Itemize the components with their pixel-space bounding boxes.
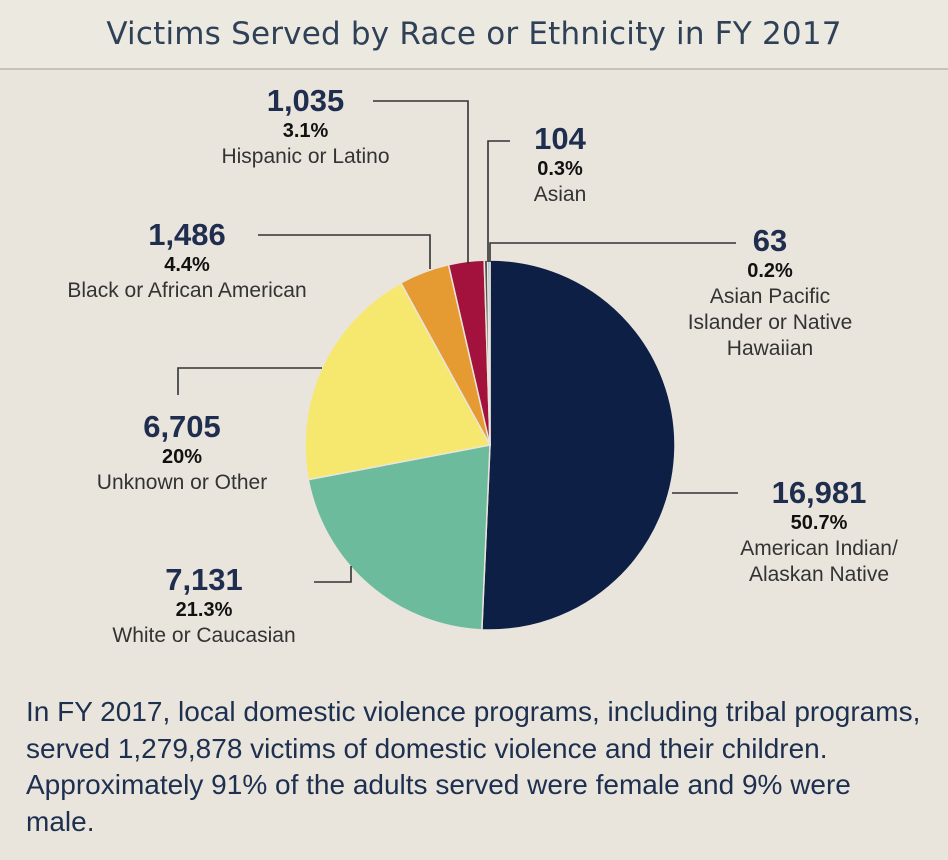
pie-slice [304, 281, 492, 481]
slice-count: 63 [752, 223, 788, 258]
pie-chart [177, 100, 738, 631]
slice-percent: 50.7% [790, 512, 848, 534]
slice-category: Asian [533, 183, 587, 206]
slice-label: 16,981 50.7% American Indian/Alaskan Nativ… [706, 476, 932, 588]
slice-count: 16,981 [771, 475, 867, 510]
slice-percent: 3.1% [282, 120, 329, 142]
slice-label: 1,486 4.4% Black or African American [22, 218, 352, 304]
slice-label: 63 0.2% Asian Pacific Islander or Native Haw… [662, 224, 878, 362]
slice-percent: 0.3% [537, 158, 583, 180]
slice-label: 1,035 3.1% Hispanic or Latino [188, 84, 423, 170]
slice-count: 1,486 [148, 217, 226, 252]
slice-label: 104 0.3% Asian [495, 122, 625, 208]
slice-label: 6,705 20% Unknown or Other [52, 410, 312, 496]
slice-count: 1,035 [266, 83, 345, 118]
slice-category: Alaskan Native [748, 563, 890, 586]
leader-line [314, 566, 352, 583]
slice-count: 6,705 [143, 409, 221, 444]
slice-percent: 0.2% [747, 260, 793, 282]
slice-label: 7,131 21.3% White or Caucasian [74, 563, 334, 649]
slice-category: Hawaiian [726, 337, 814, 360]
slice-category: Unknown or Other [96, 471, 268, 494]
slice-category: White or Caucasian [112, 624, 296, 647]
chart-title: Victims Served by Race or Ethnicity in F… [106, 16, 842, 52]
slice-count: 104 [534, 121, 586, 156]
slice-category: Asian Pacific [709, 285, 831, 308]
leader-line [258, 234, 431, 269]
slice-category: Black or African American [67, 279, 307, 302]
slice-category: Hispanic or Latino [221, 145, 390, 168]
leader-line [177, 367, 322, 395]
leader-line [487, 140, 510, 262]
leader-line [489, 242, 736, 262]
header-bar: Victims Served by Race or Ethnicity in F… [0, 0, 948, 70]
slice-category: American Indian/ [740, 537, 898, 560]
pie-slice [307, 444, 491, 631]
slice-percent: 20% [161, 446, 203, 468]
caption-text: In FY 2017, local domestic violence prog… [26, 696, 921, 837]
slice-category: Islander or Native [687, 311, 853, 334]
slice-percent: 4.4% [164, 254, 210, 276]
pie-slice [481, 259, 676, 631]
leader-line [373, 100, 469, 264]
slice-percent: 21.3% [175, 599, 233, 621]
slice-count: 7,131 [165, 562, 243, 597]
